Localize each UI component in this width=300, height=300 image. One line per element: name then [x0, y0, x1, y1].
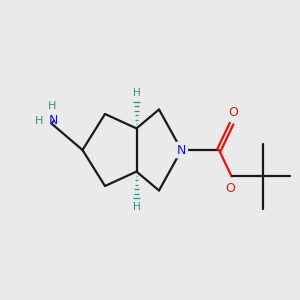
Text: O: O [228, 106, 238, 119]
Text: O: O [225, 182, 235, 195]
Text: H: H [34, 116, 43, 126]
Text: H: H [133, 202, 141, 212]
Text: H: H [133, 88, 141, 98]
Text: H: H [48, 101, 57, 111]
Text: N: N [49, 114, 58, 127]
Text: N: N [177, 143, 186, 157]
